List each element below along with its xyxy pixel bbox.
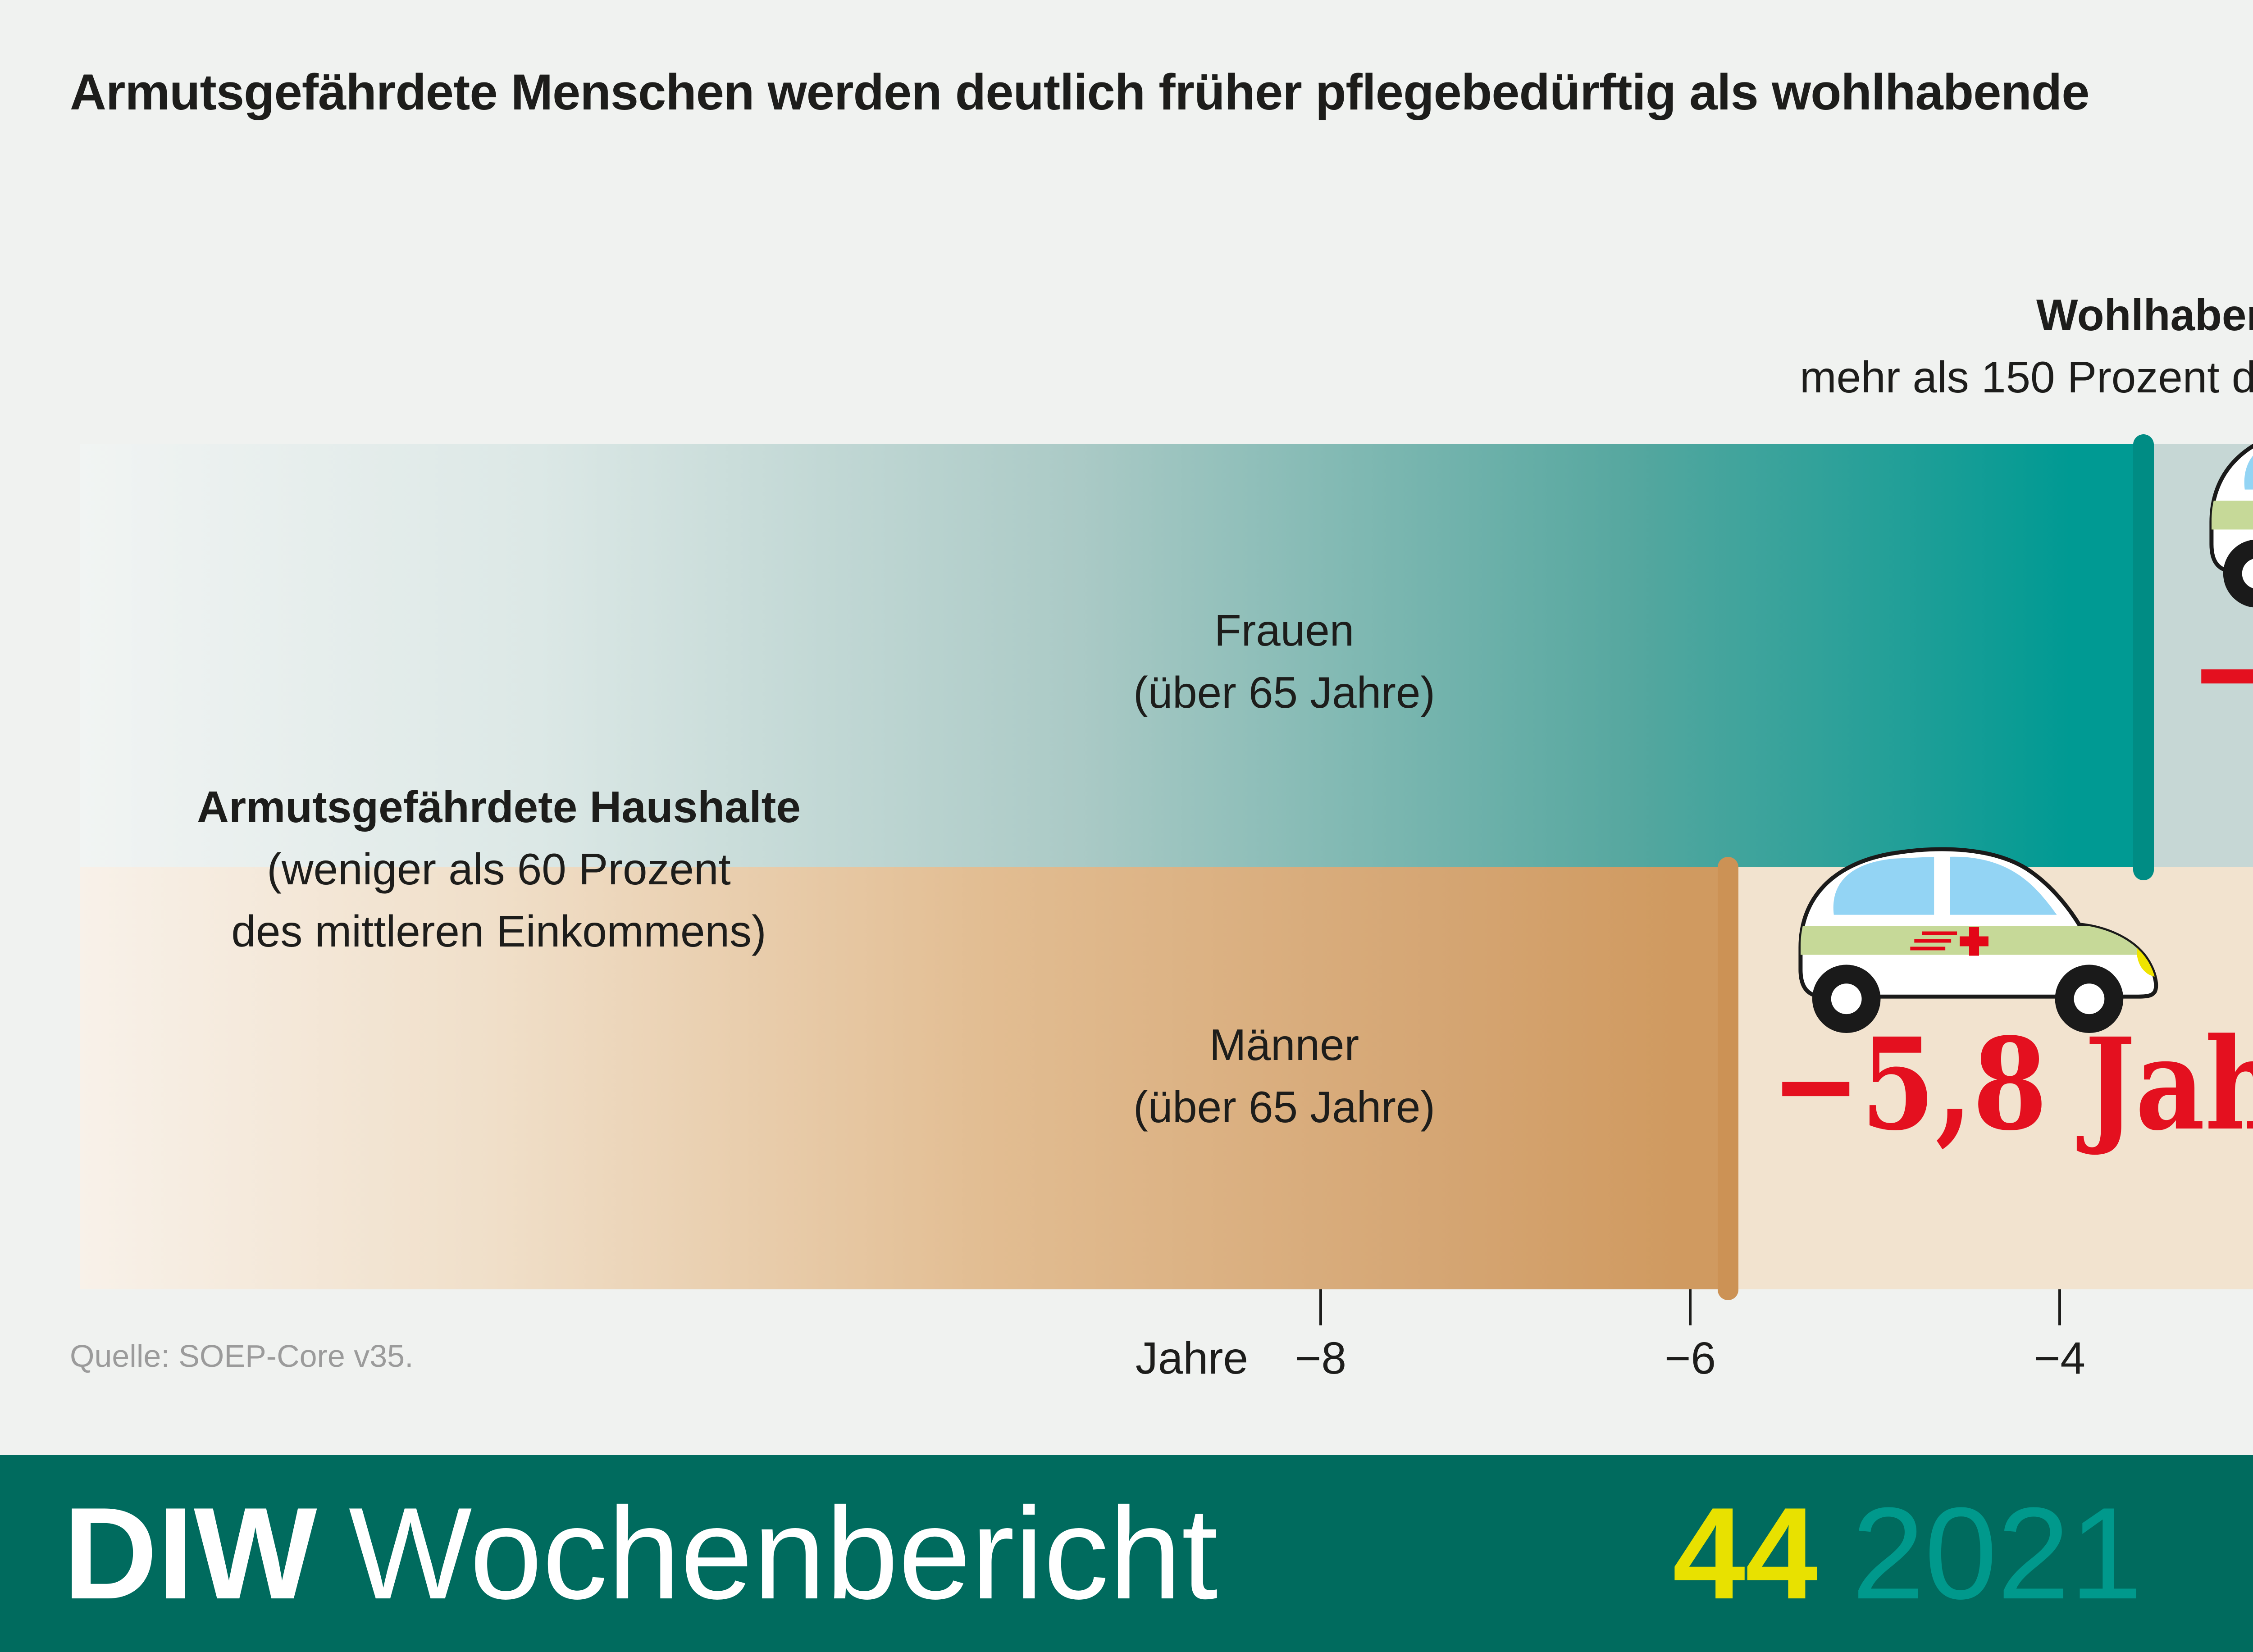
tick-label-minus4: −4 (2034, 1333, 2085, 1383)
tick-minus8 (1319, 1289, 1322, 1325)
ambulance-car-icon-frauen (2190, 416, 2253, 610)
label-wealthy-households: Wohlhabende Haushalte (Referenz; mehr al… (1532, 284, 2253, 408)
footer-issue-year: 44 2021 (1673, 1455, 2143, 1652)
footer-brand-wochenbericht: Wochenbericht (348, 1480, 1218, 1626)
bar-frauen-poverty (80, 444, 2154, 867)
tick-minus4 (2058, 1289, 2061, 1325)
value-label-frauen: −3,6 Jahre (2190, 609, 2253, 735)
source-note: Quelle: SOEP-Core v35. (70, 1338, 414, 1374)
marker-frauen-value (2133, 434, 2154, 880)
tick-minus6 (1689, 1289, 1692, 1325)
footer-brand-diw: DIW (63, 1480, 317, 1626)
bar-maenner-poverty (80, 867, 1728, 1289)
chart-title: Armutsgefährdete Menschen werden deutlic… (70, 64, 2090, 120)
label-poor-line1: Armutsgefährdete Haushalte (197, 782, 801, 832)
label-wealthy-line2: mehr als 150 Prozent des mittleren Einko… (1800, 352, 2253, 402)
footer-brand: DIW Wochenbericht (63, 1455, 1218, 1652)
label-poor-line3: des mittleren Einkommens) (231, 906, 766, 956)
footer-year: 2021 (1852, 1480, 2143, 1626)
value-label-maenner: −5,8 Jahre (1771, 1010, 2253, 1159)
label-poor-line2: (weniger als 60 Prozent (267, 844, 731, 894)
tick-label-minus6: −6 (1664, 1333, 1716, 1383)
label-frauen: Frauen (über 65 Jahre) (1133, 605, 1436, 717)
ambulance-car-icon-maenner (1779, 842, 2166, 1035)
axis-title-jahre: Jahre (1135, 1333, 1248, 1383)
label-wealthy-line1: Wohlhabende Haushalte (Referenz; (2036, 290, 2253, 340)
label-poverty-households: Armutsgefährdete Haushalte (weniger als … (93, 776, 904, 962)
marker-maenner-value (1718, 857, 1738, 1300)
footer-bar (0, 1455, 2253, 1652)
tick-label-minus8: −8 (1295, 1333, 1346, 1383)
label-maenner: Männer (über 65 Jahre) (1133, 1020, 1436, 1132)
footer-issue-number: 44 (1673, 1480, 1818, 1626)
